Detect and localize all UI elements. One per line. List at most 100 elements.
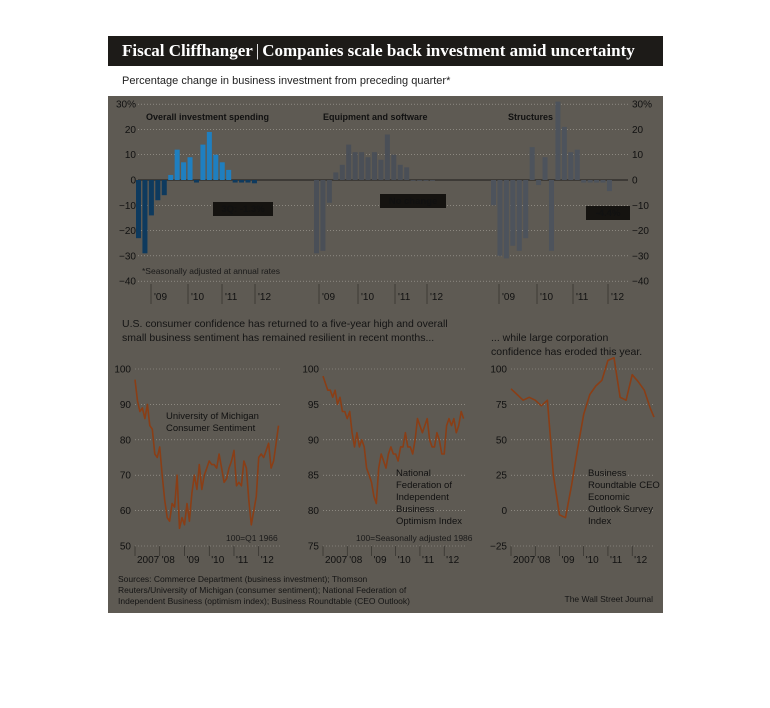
bar-overall <box>155 180 161 201</box>
chart-subtitle: Percentage change in business investment… <box>108 66 663 96</box>
bar-structures <box>503 180 509 259</box>
bar-x-year-overall: '10 <box>191 292 204 303</box>
bar-structures <box>529 147 535 180</box>
bar-y-tick-left: −10 <box>119 201 136 212</box>
bar-y-tick-left: −20 <box>119 226 136 237</box>
bar-structures <box>516 180 522 251</box>
line-chart-note-nfib: 100=Seasonally adjusted 1986 <box>356 533 473 543</box>
bar-structures <box>568 152 574 180</box>
title-rest: Companies scale back investment amid unc… <box>262 41 635 60</box>
bar-structures <box>606 180 612 192</box>
bar-overall <box>148 180 154 216</box>
bar-overall <box>245 180 251 183</box>
line-y-tick-brt: −25 <box>490 542 507 553</box>
infographic-panel: Fiscal Cliffhanger | Companies scale back … <box>108 36 663 613</box>
bar-equipment <box>320 180 326 251</box>
bar-structures <box>581 180 587 183</box>
line-chart-title-umich: University of Michigan Consumer Sentiment <box>166 411 259 434</box>
bar-structures <box>510 180 516 246</box>
bar-y-tick-left: 30% <box>116 100 136 111</box>
annotation-box-overall <box>213 202 273 216</box>
bar-x-year-equipment: '09 <box>322 292 335 303</box>
bar-equipment <box>397 164 403 180</box>
line-y-tick-brt: 75 <box>496 400 508 411</box>
line-x-tick-umich: '09 <box>186 555 199 566</box>
line-y-tick-umich: 50 <box>120 542 132 553</box>
bar-x-year-equipment: '12 <box>430 292 443 303</box>
bar-y-tick-left: −40 <box>119 277 136 288</box>
line-chart-note-umich: 100=Q1 1966 <box>226 533 278 543</box>
bar-y-tick-left: 0 <box>130 176 136 187</box>
bar-x-year-overall: '12 <box>258 292 271 303</box>
bar-x-year-overall: '11 <box>225 292 238 303</box>
bar-x-year-overall: '09 <box>154 292 167 303</box>
bar-equipment <box>371 152 377 180</box>
line-x-tick-umich: '12 <box>261 555 274 566</box>
line-series-nfib <box>322 375 465 505</box>
bar-y-tick-right: −30 <box>632 251 649 262</box>
bar-overall <box>219 162 225 180</box>
bar-structures <box>561 126 567 180</box>
bar-y-tick-right: 20 <box>632 125 644 136</box>
line-y-tick-brt: 0 <box>501 506 507 517</box>
bar-overall <box>136 180 141 239</box>
bar-equipment <box>333 172 339 180</box>
line-x-tick-nfib: 2007 <box>325 555 348 566</box>
bar-y-tick-right: −20 <box>632 226 649 237</box>
line-y-tick-umich: 80 <box>120 435 132 446</box>
line-x-tick-nfib: '08 <box>349 555 362 566</box>
bar-overall <box>142 180 148 254</box>
line-y-tick-brt: 50 <box>496 435 508 446</box>
bar-overall <box>181 162 187 180</box>
line-x-tick-brt: '12 <box>634 555 647 566</box>
line-x-tick-nfib: '09 <box>373 555 386 566</box>
bar-x-year-structures: '12 <box>611 292 624 303</box>
bar-footnote: *Seasonally adjusted at annual rates <box>142 266 280 276</box>
line-series-brt <box>510 356 655 519</box>
bar-overall <box>226 169 232 180</box>
charts-svg: 30%20100−10−20−30−4030%20100−10−20−30−40… <box>114 100 660 566</box>
bar-chart-title-structures: Structures <box>508 112 553 122</box>
bar-chart-title-equipment: Equipment and software <box>323 112 428 122</box>
line-y-tick-nfib: 100 <box>302 365 319 376</box>
bar-overall <box>251 180 257 184</box>
bar-chart-title-overall: Overall investment spending <box>146 112 269 122</box>
bar-equipment <box>314 180 319 254</box>
line-x-tick-umich: 2007 <box>137 555 160 566</box>
bar-structures <box>523 180 529 239</box>
line-y-tick-nfib: 80 <box>308 506 320 517</box>
annotation-box-structures <box>586 206 630 220</box>
bar-overall <box>187 157 193 180</box>
bar-structures <box>542 157 548 180</box>
bar-overall <box>239 180 245 183</box>
line-chart-title-brt: Business Roundtable CEO Economic Outlook Su… <box>588 468 660 527</box>
annotation-label-overall: 3Q: -1.3% <box>221 204 265 215</box>
bar-overall <box>232 180 238 183</box>
line-series-umich <box>134 379 280 530</box>
bar-y-tick-left: −30 <box>119 251 136 262</box>
bar-equipment <box>326 180 332 203</box>
bar-structures <box>536 180 542 186</box>
bar-equipment <box>365 157 371 180</box>
line-x-tick-nfib: '11 <box>422 555 435 566</box>
bar-equipment <box>359 152 365 180</box>
line-y-tick-nfib: 85 <box>308 471 320 482</box>
line-x-tick-umich: '08 <box>162 555 175 566</box>
bar-equipment <box>339 164 345 180</box>
bar-equipment <box>346 144 352 180</box>
bar-equipment <box>391 154 397 180</box>
bar-overall <box>174 149 180 180</box>
bar-x-year-structures: '11 <box>576 292 589 303</box>
bar-y-tick-left: 10 <box>125 150 137 161</box>
wsj-credit: The Wall Street Journal <box>564 594 654 604</box>
bar-equipment <box>352 152 358 180</box>
bar-y-tick-right: 0 <box>632 176 638 187</box>
title-bar: Fiscal Cliffhanger | Companies scale back … <box>108 36 663 66</box>
line-x-tick-nfib: '10 <box>398 555 411 566</box>
bar-x-year-equipment: '11 <box>398 292 411 303</box>
bar-structures <box>491 180 496 206</box>
line-y-tick-umich: 60 <box>120 506 132 517</box>
bar-overall <box>200 144 206 180</box>
bar-y-tick-right: 30% <box>632 100 652 111</box>
corporation-confidence-heading: ... while large corporation confidence h… <box>491 332 643 358</box>
